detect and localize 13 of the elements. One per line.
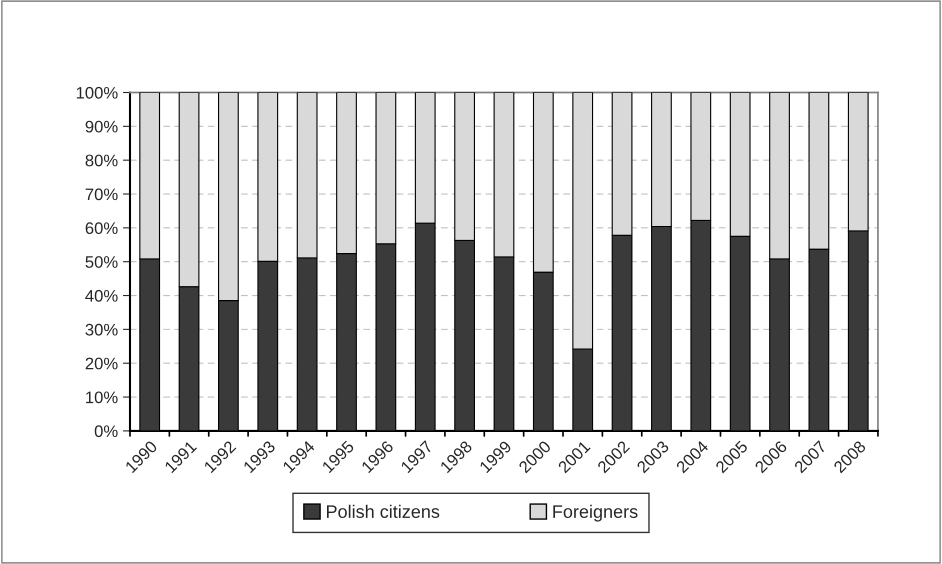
y-tick-label: 50% [86, 256, 118, 268]
y-tick-label: 20% [86, 358, 118, 370]
y-tick-label: 90% [86, 120, 118, 133]
y-tick-label: 70% [86, 188, 118, 200]
y-tick-label: 40% [85, 290, 118, 302]
legend-label: Foreigners [553, 504, 638, 522]
y-tick-label: 10% [86, 391, 118, 404]
y-tick-label: 30% [85, 324, 118, 336]
y-tick-label: 100% [76, 86, 118, 99]
y-tick-label: 0% [94, 425, 118, 438]
legend-label: Polish citizens [326, 504, 440, 518]
y-tick-label: 60% [86, 222, 118, 234]
y-tick-label: 80% [86, 154, 118, 166]
